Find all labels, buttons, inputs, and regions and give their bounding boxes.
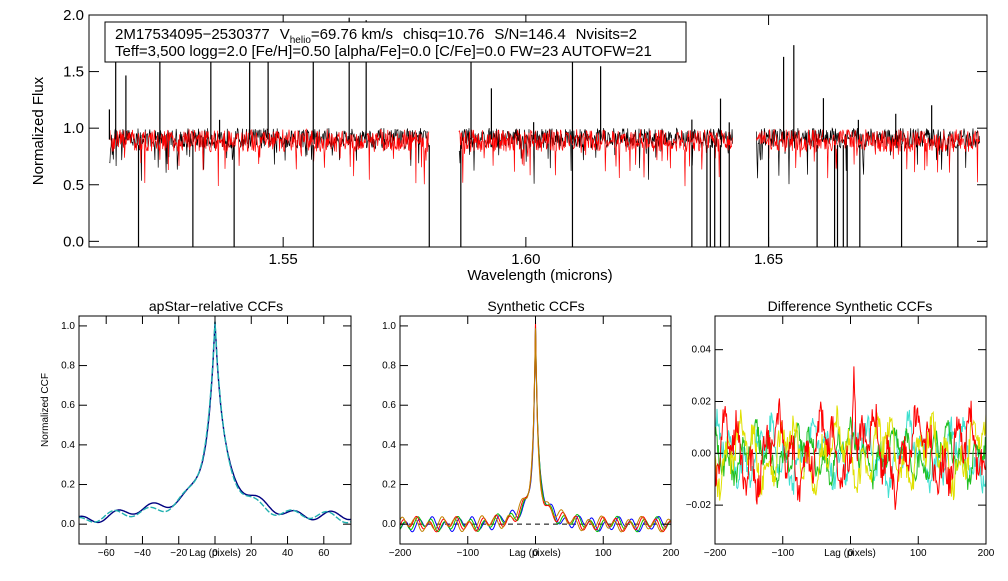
ccf-series-diff-2 [714,416,987,490]
y-tick-label: 0.4 [61,440,75,451]
x-tick-label: 200 [663,548,680,559]
x-tick-label: 20 [246,548,258,559]
spectrum-series-observed [109,127,981,185]
y-tick-label: −0.02 [686,500,712,511]
synthetic-ccf-ticks: −200 −100 0 100 200 0.0 0.2 0.4 0.6 0.8 1.0 [382,316,680,559]
y-tick-label: 0.6 [61,400,75,411]
v-subscript: helio [290,35,312,46]
apstar-ccf-xlabel: Lag (pixels) [189,548,241,559]
x-tick-label: −60 [98,548,115,559]
x-tick-label: −40 [134,548,151,559]
spectrum-data [108,17,981,247]
y-tick-label: 1.0 [61,321,75,332]
difference-ccf-ticks: −200 −100 0 100 200 −0.02 0.00 0.02 0.04 [686,316,995,559]
y-tick-label: 0.0 [63,233,84,250]
x-tick-label: 40 [282,548,294,559]
synthetic-ccf-title: Synthetic CCFs [487,298,584,314]
spectrum-panel: 1.55 1.60 1.65 0.0 0.5 1.0 1.5 2.0 2M17534095−2… [30,7,988,284]
y-tick-label: 0.8 [61,361,75,372]
x-tick-label: 100 [595,548,612,559]
y-tick-label: 0.0 [61,519,75,530]
difference-ccf-xlabel: Lag (pixels) [824,548,876,559]
x-tick-label: 100 [910,548,927,559]
stellar-params: Teff=3,500 logg=2.0 [Fe/H]=0.50 [alpha/F… [115,43,652,60]
ccf-series-visit-2 [79,321,352,524]
y-tick-label: 0.00 [692,448,712,459]
v-helio-value: =69.76 km/s [311,26,393,43]
object-id: 2M17534095−2530377 [115,26,270,43]
x-tick-label: 1.60 [511,251,540,268]
apstar-ccf-panel: apStar−relative CCFs −60 −40 −20 0 20 40 60 0.0… [40,298,352,559]
x-tick-label: −100 [771,548,794,559]
spectrum-series-model [109,128,980,187]
x-tick-label: −200 [704,548,727,559]
x-tick-label: 60 [318,548,330,559]
y-tick-label: 0.6 [382,400,396,411]
difference-ccf-panel: Difference Synthetic CCFs −200 −100 0 100 20… [686,298,995,559]
y-tick-label: 0.0 [382,519,396,530]
synthetic-ccf-data [399,321,672,533]
x-tick-label: 0 [848,548,854,559]
x-tick-label: −100 [456,548,479,559]
y-tick-label: 2.0 [63,7,84,24]
y-tick-label: 1.0 [382,321,396,332]
ccf-series-diff-4 [714,366,987,510]
difference-ccf-title: Difference Synthetic CCFs [768,298,933,314]
v-label: V [280,26,290,43]
y-tick-label: 0.02 [692,397,712,408]
x-tick-label: 0 [533,548,539,559]
spectrum-xlabel: Wavelength (microns) [467,267,612,284]
x-tick-label: 1.55 [269,251,298,268]
y-tick-label: 0.5 [63,177,84,194]
apstar-ccf-ylabel: Normalized CCF [40,373,51,447]
x-tick-label: 0 [212,548,218,559]
x-tick-label: −20 [170,548,187,559]
spectrum-ticks: 1.55 1.60 1.65 0.0 0.5 1.0 1.5 2.0 [63,7,987,268]
y-tick-label: 0.04 [692,345,712,356]
synthetic-ccf-xlabel: Lag (pixels) [509,548,561,559]
ccf-series-synthetic-4 [399,328,672,533]
y-tick-label: 0.2 [382,480,396,491]
x-tick-label: 1.65 [754,251,783,268]
x-tick-label: −200 [389,548,412,559]
apstar-ccf-title: apStar−relative CCFs [149,298,283,314]
nvisits-value: Nvisits=2 [576,26,637,43]
spectrum-ylabel: Normalized Flux [30,76,47,185]
y-tick-label: 0.2 [61,480,75,491]
y-tick-label: 1.5 [63,64,84,81]
apstar-ccf-data [78,321,352,524]
snr-value: S/N=146.4 [494,26,565,43]
difference-ccf-data [714,366,987,510]
synthetic-ccf-panel: Synthetic CCFs −200 −100 0 100 200 0.0 0.2 0.4 0… [382,298,680,559]
apstar-ccf-ticks: −60 −40 −20 0 20 40 60 0.0 0.2 0.4 0.6 0.8 1.0 [61,316,351,559]
chisq-value: chisq=10.76 [403,26,484,43]
spectrum-info-box: 2M17534095−2530377 Vhelio=69.76 km/s chisq… [104,21,687,63]
y-tick-label: 0.8 [382,361,396,372]
x-tick-label: 200 [978,548,995,559]
info-box-frame [104,21,687,63]
ccf-series-visit-1 [78,321,352,524]
y-tick-label: 0.4 [382,440,396,451]
spectrum-axes-frame [88,14,988,248]
y-tick-label: 1.0 [63,120,84,137]
